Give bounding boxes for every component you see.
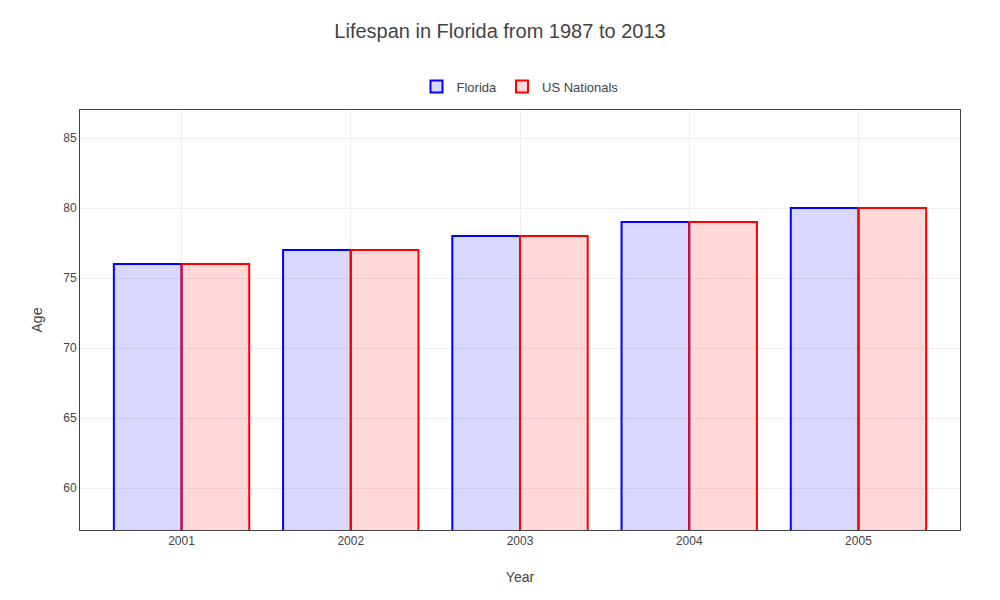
svg-text:Year: Year [506, 569, 535, 585]
svg-text:75: 75 [63, 271, 77, 285]
svg-text:80: 80 [63, 201, 77, 215]
svg-text:2005: 2005 [845, 534, 872, 548]
svg-text:2003: 2003 [507, 534, 534, 548]
svg-text:2001: 2001 [168, 534, 195, 548]
svg-text:65: 65 [63, 411, 77, 425]
svg-text:US Nationals: US Nationals [542, 80, 618, 95]
svg-text:2004: 2004 [676, 534, 703, 548]
svg-text:60: 60 [63, 481, 77, 495]
svg-text:Lifespan in Florida from 1987: Lifespan in Florida from 1987 to 2013 [334, 20, 665, 42]
svg-text:2002: 2002 [337, 534, 364, 548]
svg-text:70: 70 [63, 341, 77, 355]
svg-text:Age: Age [29, 307, 45, 332]
svg-text:85: 85 [63, 131, 77, 145]
svg-text:Florida: Florida [457, 80, 498, 95]
